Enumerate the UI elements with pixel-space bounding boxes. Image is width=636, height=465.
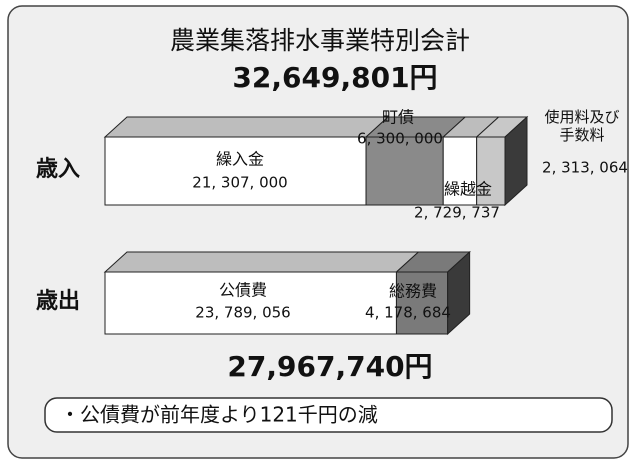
bar [104,271,397,335]
chart-title: 農業集落排水事業特別会計 [170,26,470,55]
note-box [44,397,613,433]
bar [442,136,478,206]
segment-name: 総務費 [389,282,437,301]
segment-name: 使用料及び手数料 [544,108,620,144]
value-label: 6, 300, 000 [357,130,443,148]
total-label: 27,967,740円 [227,350,432,383]
bar [365,136,444,206]
bar-top [103,116,390,138]
total-label: 32,649,801円 [232,61,437,94]
segment-name: 繰入金 [216,150,264,169]
value-label: 2, 313, 064 [542,159,628,177]
bar-top [103,251,420,273]
note: ・公債費が前年度より121千円の減 [60,403,378,427]
value-label: 21, 307, 000 [192,174,287,192]
value-label: 2, 729, 737 [414,204,500,222]
bar-side [504,115,528,207]
value-label: 4, 178, 684 [365,304,451,322]
category-label: 歳入 [36,157,80,182]
bar-side [447,250,471,336]
value-label: 23, 789, 056 [195,304,290,322]
category-label: 歳出 [36,289,80,314]
segment-name: 町債 [382,108,414,127]
segment-name: 公債費 [219,281,267,300]
bar [104,136,367,206]
segment-name: 繰越金 [444,180,492,199]
